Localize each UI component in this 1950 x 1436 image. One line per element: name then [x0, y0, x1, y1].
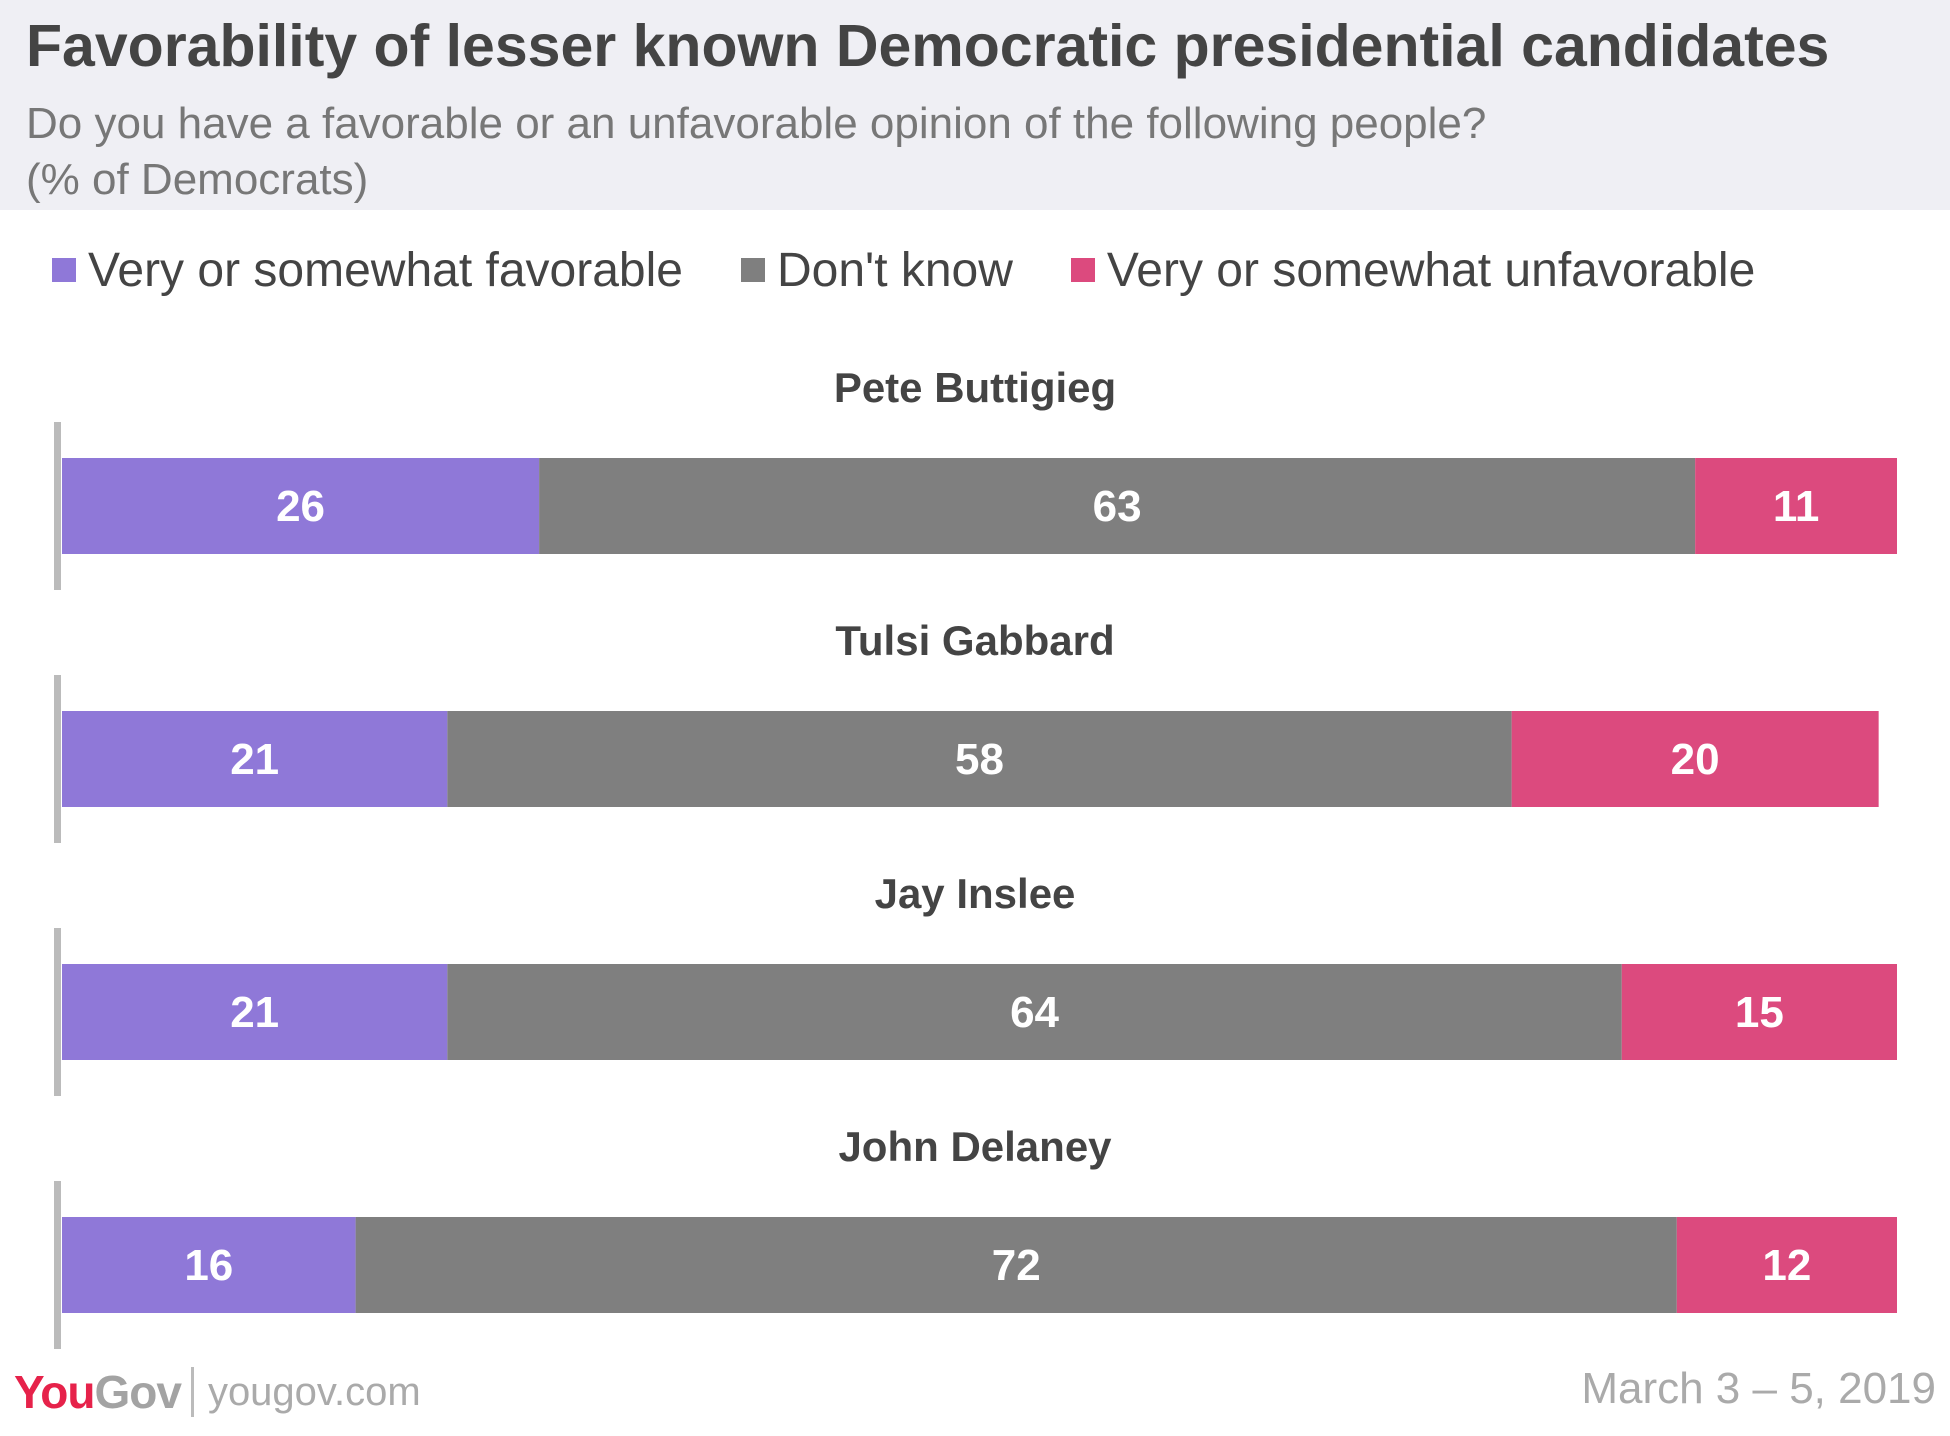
data-label: 63 — [1093, 482, 1142, 531]
legend-swatch-favorable — [52, 258, 76, 282]
data-label: 15 — [1735, 988, 1784, 1037]
data-label: 72 — [992, 1241, 1041, 1290]
data-label: 58 — [955, 735, 1004, 784]
logo-divider — [190, 1367, 194, 1417]
category-label-jay-inslee: Jay Inslee — [875, 870, 1076, 917]
category-label-pete-buttigieg: Pete Buttigieg — [834, 364, 1116, 411]
axis-line — [54, 675, 61, 843]
stacked-bar-chart: Pete Buttigieg 26 63 11 Tulsi Gabbard 21 58 20 J… — [54, 364, 1897, 1349]
yougov-logo: You Gov yougov.com — [14, 1362, 421, 1422]
data-label: 64 — [1010, 988, 1059, 1037]
axis-line — [54, 928, 61, 1096]
bar-segment-favorable — [62, 458, 540, 554]
data-label: 12 — [1762, 1241, 1811, 1290]
chart-header: Favorability of lesser known Democratic … — [0, 0, 1950, 210]
bar-segment-dont-know — [447, 711, 1512, 807]
axis-line — [54, 422, 61, 590]
survey-date: March 3 – 5, 2019 — [1581, 1364, 1936, 1413]
logo-gov-text: Gov — [94, 1366, 181, 1418]
subtitle-base: (% of Democrats) — [26, 155, 369, 204]
bar-segment-unfavorable — [1676, 1217, 1897, 1313]
legend-label-favorable: Very or somewhat favorable — [88, 243, 683, 297]
legend-swatch-unfavorable — [1070, 258, 1095, 282]
legend-label-unfavorable: Very or somewhat unfavorable — [1106, 243, 1756, 297]
data-label: 21 — [230, 735, 279, 784]
data-label: 11 — [1773, 482, 1820, 531]
legend-item-dont-know: Don't know — [740, 243, 1013, 298]
chart-title: Favorability of lesser known Democratic … — [26, 13, 1830, 79]
chart-subtitle: Do you have a favorable or an unfavorabl… — [26, 96, 1486, 208]
site-link[interactable]: yougov.com — [207, 1369, 421, 1414]
category-label-john-delaney: John Delaney — [838, 1123, 1112, 1170]
bar-segment-favorable — [62, 1217, 356, 1313]
data-label: 21 — [230, 988, 279, 1037]
bar-segment-dont-know — [355, 1217, 1677, 1313]
logo-you-text: You — [14, 1366, 95, 1418]
legend-label-dont-know: Don't know — [776, 243, 1013, 297]
legend-swatch-dont-know — [740, 258, 765, 282]
chart-legend: Very or somewhat favorable Don't know Ve… — [52, 240, 1755, 300]
category-label-tulsi-gabbard: Tulsi Gabbard — [835, 617, 1114, 664]
bar-segment-dont-know — [447, 964, 1622, 1060]
bar-segment-unfavorable — [1695, 458, 1897, 554]
bar-segment-dont-know — [539, 458, 1696, 554]
data-label: 20 — [1671, 735, 1720, 784]
legend-item-unfavorable: Very or somewhat unfavorable — [1070, 243, 1756, 298]
subtitle-question: Do you have a favorable or an unfavorabl… — [26, 99, 1487, 148]
legend-item-favorable: Very or somewhat favorable — [52, 243, 683, 298]
data-label: 26 — [276, 482, 325, 531]
data-label: 16 — [184, 1241, 233, 1290]
bar-segment-favorable — [62, 711, 448, 807]
axis-line — [54, 1181, 61, 1349]
bar-segment-favorable — [62, 964, 448, 1060]
bar-segment-unfavorable — [1511, 711, 1879, 807]
bar-segment-unfavorable — [1621, 964, 1897, 1060]
